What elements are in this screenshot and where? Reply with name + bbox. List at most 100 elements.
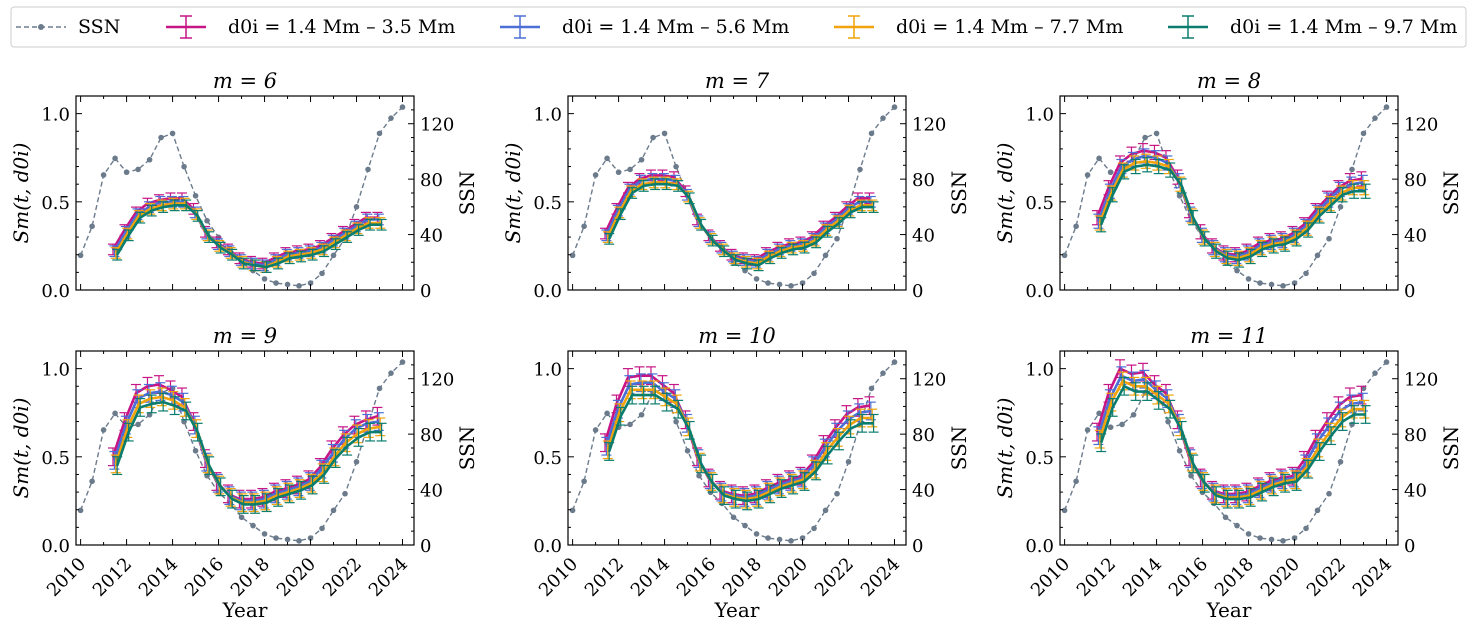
ssn-line	[1063, 361, 1387, 542]
y2-axis-label: SSN	[1439, 426, 1463, 471]
ssn-point	[135, 421, 141, 428]
ssn-point	[1268, 536, 1275, 543]
panel-title: m = 10	[698, 324, 776, 348]
x-tick-label: 2012	[89, 554, 136, 601]
ssn-point	[753, 531, 760, 537]
ssn-point	[123, 169, 130, 176]
x-axis-label: Year	[222, 598, 268, 622]
ssn-point	[273, 280, 279, 286]
ssn-point	[1107, 169, 1114, 176]
ssn-point	[353, 459, 360, 465]
x-tick-label: 2012	[581, 554, 628, 601]
panel: 0.0 0.5 1.0 Sm(t, d0i) 0 40 80 120 SSN m = 8	[993, 69, 1463, 302]
y2-axis-label: SSN	[947, 426, 971, 471]
ssn-point	[1130, 411, 1137, 418]
ssn-point	[891, 104, 898, 110]
ssn-point	[880, 370, 886, 376]
y2-axis-label: SSN	[947, 171, 971, 216]
ssn-point	[146, 156, 153, 163]
ssn-point	[1073, 478, 1079, 485]
ssn-point	[799, 280, 806, 286]
ssn-point	[1234, 522, 1240, 529]
ssn-line	[571, 106, 895, 287]
y-tick-label: 0.5	[533, 448, 562, 469]
ssn-point	[169, 130, 176, 137]
ssn-point	[1107, 424, 1114, 431]
ssn-point	[627, 166, 633, 173]
ssn-point	[284, 536, 291, 543]
x-axis-label: Year	[1206, 598, 1252, 622]
ssn-point	[296, 283, 302, 289]
x-tick-label: 2020	[765, 554, 812, 601]
ssn-point	[100, 427, 107, 433]
axes-frame	[75, 350, 415, 546]
ssn-point	[730, 514, 737, 521]
ssn-point	[77, 252, 84, 259]
y2-axis-label: SSN	[455, 171, 479, 216]
ssn-point	[1326, 490, 1332, 497]
ssn-point	[592, 427, 599, 433]
legend-label: d0i = 1.4 Mm – 7.7 Mm	[896, 16, 1123, 38]
ssn-point	[376, 385, 383, 392]
ssn-point	[661, 130, 668, 137]
ssn-point	[822, 507, 829, 514]
ssn-line	[571, 361, 895, 542]
ssn-point	[135, 166, 141, 173]
series-line	[603, 174, 870, 262]
y-tick-label: 0.0	[533, 281, 562, 302]
axes-frame	[1059, 350, 1399, 546]
y-tick-label: 0.0	[41, 281, 70, 302]
legend-label: d0i = 1.4 Mm – 9.7 Mm	[1230, 16, 1457, 38]
y2-tick-label: 0	[912, 281, 923, 302]
ssn-point	[388, 115, 394, 121]
x-tick-label: 2010	[535, 554, 582, 601]
series-line	[603, 374, 870, 497]
ssn-point	[365, 166, 371, 173]
ssn-point	[684, 447, 691, 454]
series-line	[1099, 163, 1366, 262]
y2-tick-label: 120	[1404, 370, 1438, 391]
ssn-point	[376, 130, 383, 137]
series-line	[116, 204, 382, 269]
y-axis-label: Sm(t, d0i)	[993, 143, 1017, 244]
panel-title: m = 7	[705, 69, 770, 93]
ssn-point	[581, 223, 587, 230]
y2-tick-label: 40	[420, 226, 443, 247]
x-tick-label: 2016	[181, 554, 228, 601]
x-tick-label: 2018	[227, 554, 274, 601]
y2-tick-label: 0	[1404, 281, 1415, 302]
x-tick-label: 2024	[1349, 554, 1396, 601]
ssn-point	[388, 370, 394, 376]
ssn-point	[822, 252, 829, 259]
y2-axis-label: SSN	[1439, 171, 1463, 216]
ssn-point	[1119, 421, 1125, 428]
ssn-point	[146, 411, 153, 418]
y-tick-label: 0.5	[1025, 448, 1054, 469]
y2-tick-label: 120	[1404, 115, 1438, 136]
x-tick-label: 2024	[365, 554, 412, 601]
ssn-point	[834, 490, 840, 497]
ssn-point	[1257, 535, 1263, 541]
ssn-point	[330, 252, 337, 259]
y-tick-label: 0.0	[1025, 281, 1054, 302]
ssn-point	[776, 281, 783, 288]
ssn-point	[1096, 155, 1102, 162]
ssn-point	[1337, 204, 1344, 210]
x-tick-label: 2010	[43, 554, 90, 601]
x-tick-label: 2012	[1073, 554, 1120, 601]
y2-axis-label: SSN	[455, 426, 479, 471]
ssn-point	[845, 459, 852, 465]
y2-tick-label: 0	[1404, 536, 1415, 557]
ssn-point	[1245, 531, 1252, 537]
ssn-point	[1073, 223, 1079, 230]
series-line	[606, 388, 873, 501]
legend-label: SSN	[78, 16, 120, 38]
y-tick-label: 1.0	[533, 360, 562, 381]
ssn-point	[319, 525, 325, 532]
x-tick-label: 2022	[811, 554, 858, 601]
ssn-point	[250, 522, 256, 529]
ssn-point	[1326, 235, 1332, 242]
